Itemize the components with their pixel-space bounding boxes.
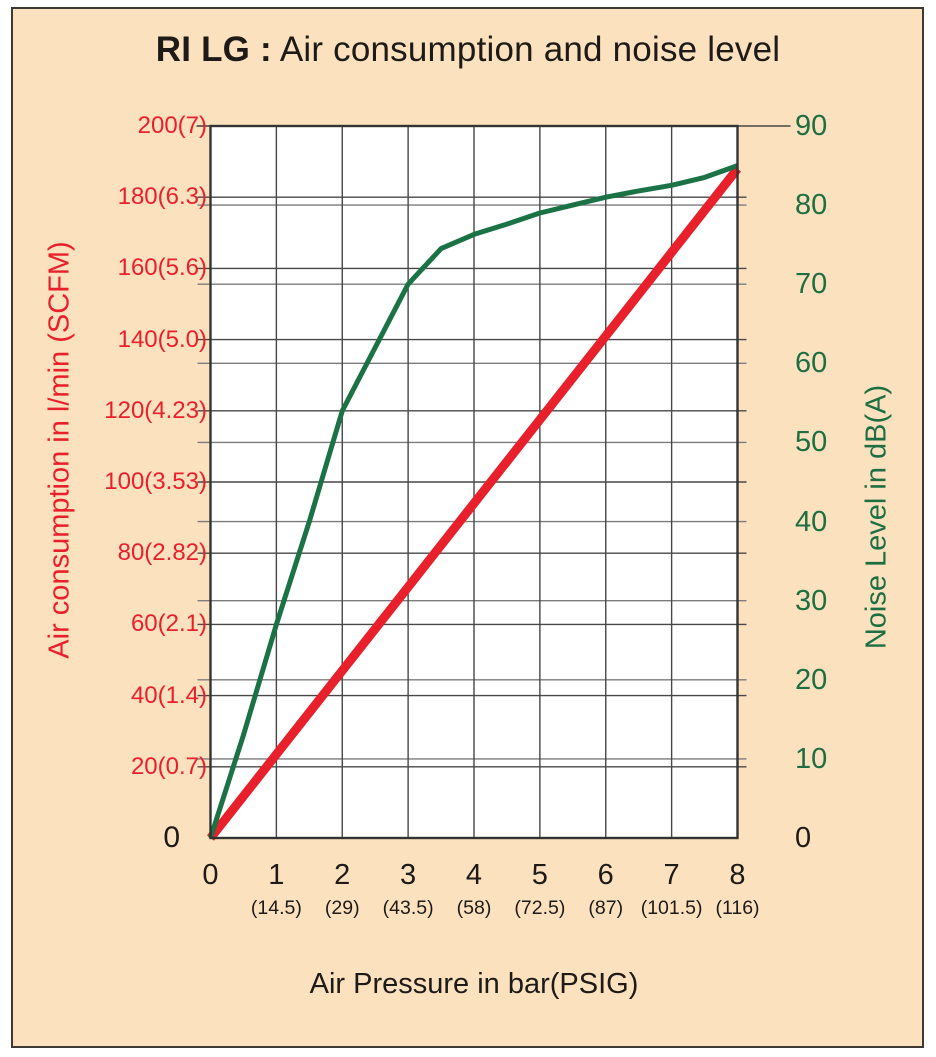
x-tick-psig-label: (101.5) [640, 897, 703, 919]
x-tick-psig-label: (43.5) [382, 897, 434, 919]
air-consumption-line [206, 165, 742, 841]
x-tick-psig-label: (72.5) [514, 897, 566, 919]
x-tick-label: 3 [400, 859, 417, 891]
x-tick-label: 0 [202, 859, 219, 891]
x-tick-label: 2 [334, 859, 351, 891]
right-tick-label: 30 [795, 584, 828, 617]
right-tick-label: 0 [795, 822, 812, 854]
chart-title: RI LG : Air consumption and noise level [0, 30, 936, 70]
right-axis-title: Noise Level in dB(A) [860, 384, 893, 650]
x-tick-label: 4 [465, 859, 483, 891]
left-axis-title: Air consumption in l/min (SCFM) [43, 241, 76, 659]
x-tick-psig-label: (87) [588, 897, 624, 919]
x-tick-label: 1 [268, 859, 285, 891]
x-tick-psig-label: (29) [324, 897, 360, 919]
left-tick-label: 0 [163, 821, 180, 854]
left-tick-label: 40(1.4) [130, 681, 207, 709]
left-tick-label: 60(2.1) [130, 610, 207, 638]
right-tick-label: 50 [795, 426, 828, 459]
x-tick-label: 8 [729, 859, 746, 891]
x-tick-label: 7 [663, 859, 680, 891]
x-axis-title: Air Pressure in bar(PSIG) [309, 968, 639, 1000]
right-tick-label: 10 [795, 742, 828, 775]
chart-title-model: RI LG : [155, 30, 272, 69]
left-tick-label: 20(0.7) [130, 752, 207, 780]
left-tick-label: 160(5.6) [117, 254, 207, 282]
right-tick-label: 70 [795, 268, 828, 301]
x-tick-psig-label: (116) [715, 897, 760, 919]
left-tick-label: 180(6.3) [117, 183, 207, 211]
x-tick-label: 6 [597, 859, 614, 891]
right-tick-label: 90 [795, 110, 828, 142]
right-tick-label: 20 [795, 663, 828, 696]
left-tick-label: 100(3.53) [104, 468, 207, 495]
x-tick-label: 5 [531, 859, 548, 891]
left-tick-label: 200(7) [137, 112, 207, 139]
chart-title-text: Air consumption and noise level [271, 30, 781, 69]
x-tick-psig-label: (58) [456, 897, 492, 919]
right-tick-label: 60 [795, 347, 828, 380]
left-tick-label: 120(4.23) [104, 396, 207, 424]
left-tick-label: 140(5.0) [117, 325, 207, 353]
noise-level-line [208, 163, 739, 839]
left-tick-label: 80(2.82) [117, 539, 207, 567]
x-tick-psig-label: (14.5) [250, 897, 302, 919]
right-tick-label: 80 [795, 189, 828, 222]
right-tick-label: 40 [795, 505, 828, 538]
